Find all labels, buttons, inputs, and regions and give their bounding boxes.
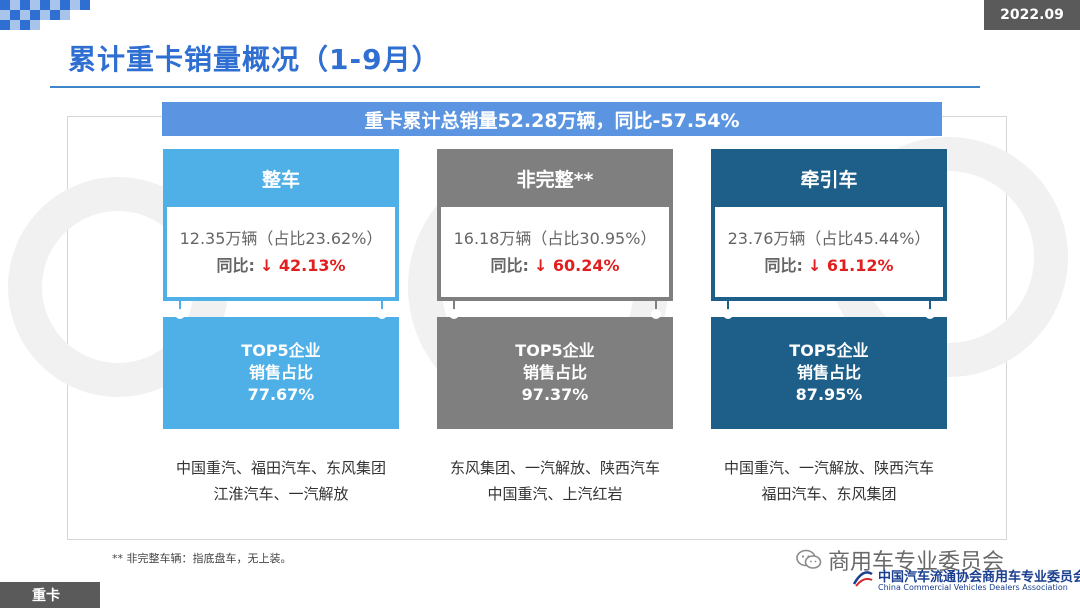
top5-share: 77.67% [247,385,315,404]
connector-peg-right [925,301,935,319]
column-incomplete-vehicle: 非完整** 16.18万辆（占比30.95%） 同比: ↓ 60.24% TOP… [437,149,673,503]
page-title: 累计重卡销量概况（1-9月） [68,43,441,76]
column-complete-vehicle: 整车 12.35万辆（占比23.62%） 同比: ↓ 42.13% TOP5企业… [163,149,399,503]
total-sales-banner: 重卡累计总销量52.28万辆，同比-57.54% [162,102,942,136]
top5-box: TOP5企业 销售占比 77.67% [163,317,399,429]
top5-box: TOP5企业 销售占比 97.37% [437,317,673,429]
yoy-value: ↓ 60.24% [533,256,620,275]
companies-line-2: 中国重汽、上汽红岩 [487,485,623,503]
column-header: 非完整** [437,149,673,207]
top5-share: 87.95% [795,385,863,404]
yoy-value: ↓ 61.12% [807,256,894,275]
column-stats: 23.76万辆（占比45.44%） 同比: ↓ 61.12% [711,207,947,301]
companies-line-2: 江淮汽车、一汽解放 [213,485,349,503]
association-name-en: China Commercial Vehicles Dealers Associ… [878,583,1068,592]
section-tag: 重卡 [0,582,100,608]
yoy-label: 同比: [764,256,803,275]
top5-label: TOP5企业 [241,341,321,360]
companies-line-1: 中国重汽、一汽解放、陕西汽车 [723,459,934,477]
column-stats: 12.35万辆（占比23.62%） 同比: ↓ 42.13% [163,207,399,301]
association-logo-icon [852,571,873,587]
column-header: 整车 [163,149,399,207]
yoy-label: 同比: [216,256,255,275]
volume-text: 12.35万辆（占比23.62%） [179,229,383,248]
column-header: 牵引车 [711,149,947,207]
column-stats: 16.18万辆（占比30.95%） 同比: ↓ 60.24% [437,207,673,301]
top5-label: TOP5企业 [515,341,595,360]
top5-share: 97.37% [521,385,589,404]
connector-peg-left [723,301,733,319]
top5-label: TOP5企业 [789,341,869,360]
yoy-label: 同比: [490,256,529,275]
top5-sublabel: 销售占比 [796,363,861,382]
association-name-cn: 中国汽车流通协会商用车专业委员会 [878,570,1080,585]
connector-peg-right [377,301,387,319]
wechat-name: 商用车专业委员会 [828,550,1005,575]
top5-companies: 中国重汽、福田汽车、东风集团 江淮汽车、一汽解放 [143,455,419,507]
connector-peg-left [175,301,185,319]
top5-sublabel: 销售占比 [248,363,313,382]
wechat-icon [796,549,822,569]
companies-line-1: 东风集团、一汽解放、陕西汽车 [449,459,660,477]
volume-text: 16.18万辆（占比30.95%） [453,229,657,248]
yoy-line: 同比: ↓ 61.12% [764,252,893,279]
title-divider [50,86,980,88]
yoy-line: 同比: ↓ 42.13% [216,252,345,279]
column-tractor: 牵引车 23.76万辆（占比45.44%） 同比: ↓ 61.12% TOP5企… [711,149,947,503]
companies-line-1: 中国重汽、福田汽车、东风集团 [175,459,386,477]
footnote: ** 非完整车辆：指底盘车，无上装。 [112,552,292,565]
wechat-account: 商用车专业委员会 [796,544,1004,576]
yoy-value: ↓ 42.13% [259,256,346,275]
connector-peg-right [651,301,661,319]
top5-box: TOP5企业 销售占比 87.95% [711,317,947,429]
yoy-line: 同比: ↓ 60.24% [490,252,619,279]
companies-line-2: 福田汽车、东风集团 [761,485,897,503]
date-tag: 2022.09 [984,0,1080,30]
top5-sublabel: 销售占比 [522,363,587,382]
corner-pattern [0,0,90,30]
volume-text: 23.76万辆（占比45.44%） [727,229,931,248]
connector-peg-left [449,301,459,319]
top5-companies: 中国重汽、一汽解放、陕西汽车 福田汽车、东风集团 [691,455,967,507]
top5-companies: 东风集团、一汽解放、陕西汽车 中国重汽、上汽红岩 [417,455,693,507]
